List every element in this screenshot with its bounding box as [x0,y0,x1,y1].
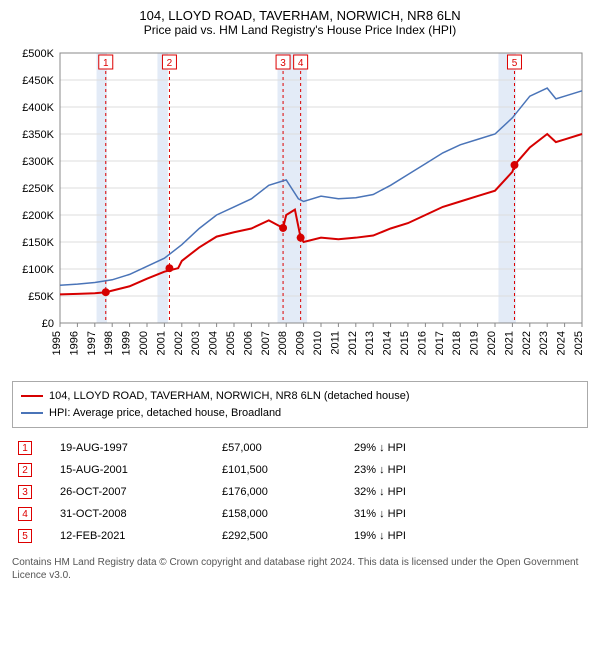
sale-date: 26-OCT-2007 [56,482,216,502]
svg-text:1999: 1999 [121,331,133,355]
svg-text:2023: 2023 [538,331,550,355]
chart-title-block: 104, LLOYD ROAD, TAVERHAM, NORWICH, NR8 … [12,8,588,37]
sale-date: 19-AUG-1997 [56,438,216,458]
svg-text:2005: 2005 [225,331,237,355]
svg-text:1: 1 [103,58,109,69]
sale-price: £57,000 [218,438,348,458]
svg-text:2020: 2020 [486,331,498,355]
svg-text:2024: 2024 [556,331,568,355]
svg-text:1998: 1998 [103,331,115,355]
svg-text:2006: 2006 [242,331,254,355]
sale-delta: 23% ↓ HPI [350,460,586,480]
sale-row: 3 26-OCT-2007£176,00032% ↓ HPI [14,482,586,502]
legend-label-property: 104, LLOYD ROAD, TAVERHAM, NORWICH, NR8 … [49,388,409,405]
svg-text:£200K: £200K [22,210,54,222]
svg-text:2021: 2021 [503,331,515,355]
chart-svg: £0 £50K £100K £150K £200K £250K £300K £350K £400… [12,43,588,373]
sale-marker-box: 2 [18,463,32,477]
svg-text:2001: 2001 [155,331,167,355]
sale-marker-box: 3 [18,485,32,499]
svg-text:2009: 2009 [295,331,307,355]
svg-text:£100K: £100K [22,264,54,276]
svg-text:2022: 2022 [521,331,533,355]
sale-price: £292,500 [218,526,348,546]
sale-marker-box: 5 [18,529,32,543]
svg-text:£0: £0 [42,318,54,330]
svg-text:2013: 2013 [364,331,376,355]
sale-row: 1 19-AUG-1997£57,00029% ↓ HPI [14,438,586,458]
sale-date: 15-AUG-2001 [56,460,216,480]
svg-text:1997: 1997 [86,331,98,355]
svg-text:2014: 2014 [382,331,394,355]
svg-text:2011: 2011 [329,331,341,355]
sales-table: 1 19-AUG-1997£57,00029% ↓ HPI 2 15-AUG-2001… [12,436,588,548]
svg-text:2016: 2016 [416,331,428,355]
sale-row: 2 15-AUG-2001£101,50023% ↓ HPI [14,460,586,480]
legend-swatch-hpi [21,412,43,414]
sale-row: 5 12-FEB-2021£292,50019% ↓ HPI [14,526,586,546]
sale-marker-box: 1 [18,441,32,455]
title-main: 104, LLOYD ROAD, TAVERHAM, NORWICH, NR8 … [12,8,588,23]
svg-text:2019: 2019 [469,331,481,355]
svg-text:2018: 2018 [451,331,463,355]
svg-text:2010: 2010 [312,331,324,355]
footer-text: Contains HM Land Registry data © Crown c… [12,556,588,582]
legend-item-property: 104, LLOYD ROAD, TAVERHAM, NORWICH, NR8 … [21,388,579,405]
sale-date: 12-FEB-2021 [56,526,216,546]
svg-text:4: 4 [298,58,304,69]
svg-text:£50K: £50K [28,291,54,303]
sale-delta: 32% ↓ HPI [350,482,586,502]
title-sub: Price paid vs. HM Land Registry's House … [12,23,588,37]
svg-text:2004: 2004 [208,331,220,355]
svg-text:2008: 2008 [277,331,289,355]
svg-text:5: 5 [512,58,518,69]
svg-text:£400K: £400K [22,102,54,114]
svg-text:£300K: £300K [22,156,54,168]
chart: £0 £50K £100K £150K £200K £250K £300K £350K £400… [12,43,588,373]
svg-text:£150K: £150K [22,237,54,249]
sale-delta: 29% ↓ HPI [350,438,586,458]
svg-text:2007: 2007 [260,331,272,355]
sale-price: £158,000 [218,504,348,524]
sale-date: 31-OCT-2008 [56,504,216,524]
svg-text:1995: 1995 [51,331,63,355]
svg-text:2000: 2000 [138,331,150,355]
sale-price: £101,500 [218,460,348,480]
sale-delta: 31% ↓ HPI [350,504,586,524]
svg-text:2015: 2015 [399,331,411,355]
svg-text:2025: 2025 [573,331,585,355]
svg-text:1996: 1996 [68,331,80,355]
svg-text:3: 3 [280,58,286,69]
svg-text:2017: 2017 [434,331,446,355]
sale-delta: 19% ↓ HPI [350,526,586,546]
legend-swatch-property [21,395,43,397]
legend: 104, LLOYD ROAD, TAVERHAM, NORWICH, NR8 … [12,381,588,428]
sale-row: 4 31-OCT-2008£158,00031% ↓ HPI [14,504,586,524]
svg-text:2002: 2002 [173,331,185,355]
svg-text:£450K: £450K [22,75,54,87]
sale-price: £176,000 [218,482,348,502]
sale-marker-box: 4 [18,507,32,521]
svg-text:£500K: £500K [22,48,54,60]
legend-item-hpi: HPI: Average price, detached house, Broa… [21,405,579,422]
svg-text:2003: 2003 [190,331,202,355]
svg-text:£250K: £250K [22,183,54,195]
svg-text:2: 2 [167,58,173,69]
legend-label-hpi: HPI: Average price, detached house, Broa… [49,405,281,422]
svg-text:£350K: £350K [22,129,54,141]
svg-text:2012: 2012 [347,331,359,355]
